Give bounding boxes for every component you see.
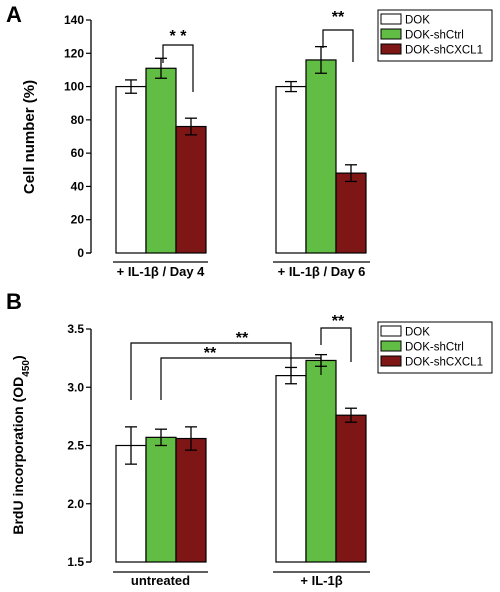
bar [275,375,307,563]
significance-label: ** [204,345,217,362]
legend-swatch [380,340,402,352]
legend-swatch [380,13,402,25]
bar [335,414,367,563]
bar [305,59,337,254]
x-tick-label: + IL-1β [300,573,342,588]
y-tick-label: 20 [71,213,85,227]
bar [305,359,337,563]
bar [115,85,147,254]
y-tick-label: 3.5 [67,322,84,336]
y-tick-label: 0 [77,246,84,260]
y-tick-label: 40 [71,179,85,193]
legend-swatch [380,28,402,40]
legend-label: DOK [405,327,430,339]
panel-letter: B [6,289,22,314]
significance-label: * * [170,28,188,45]
legend-swatch [380,355,402,367]
bar [175,125,207,254]
x-tick-label: + IL-1β / Day 4 [117,264,206,279]
y-tick-label: 2.0 [67,497,84,511]
y-axis-label: BrdU incorporation (OD450) [10,355,32,534]
significance-bracket [322,29,354,62]
bar [175,437,207,563]
legend-swatch [380,43,402,55]
significance-label: ** [332,313,345,330]
bar [335,172,367,254]
significance-bracket [130,342,292,400]
significance-bracket [160,357,322,400]
y-tick-label: 1.5 [67,555,84,569]
x-tick-label: + IL-1β / Day 6 [278,264,366,279]
significance-label: ** [332,9,345,26]
y-tick-label: 100 [64,80,84,94]
significance-label: ** [236,330,249,347]
bar [145,436,177,563]
legend-label: DOK-shCtrl [405,342,464,354]
legend-label: DOK-shCXCL1 [405,45,483,57]
legend-label: DOK [405,15,430,27]
significance-bracket [162,44,194,92]
y-tick-label: 120 [64,46,84,60]
y-tick-label: 2.5 [67,439,84,453]
legend-label: DOK-shCtrl [405,30,464,42]
legend-label: DOK-shCXCL1 [405,357,483,369]
panel-letter: A [6,2,22,27]
y-axis-label: Cell number (%) [21,80,38,194]
y-tick-label: 60 [71,146,85,160]
legend-swatch [380,325,402,337]
y-tick-label: 140 [64,13,84,27]
x-tick-label: untreated [131,573,190,588]
y-tick-label: 80 [71,113,85,127]
significance-bracket [320,327,352,362]
bar [275,85,307,254]
y-tick-label: 3.0 [67,380,84,394]
bar [145,67,177,254]
